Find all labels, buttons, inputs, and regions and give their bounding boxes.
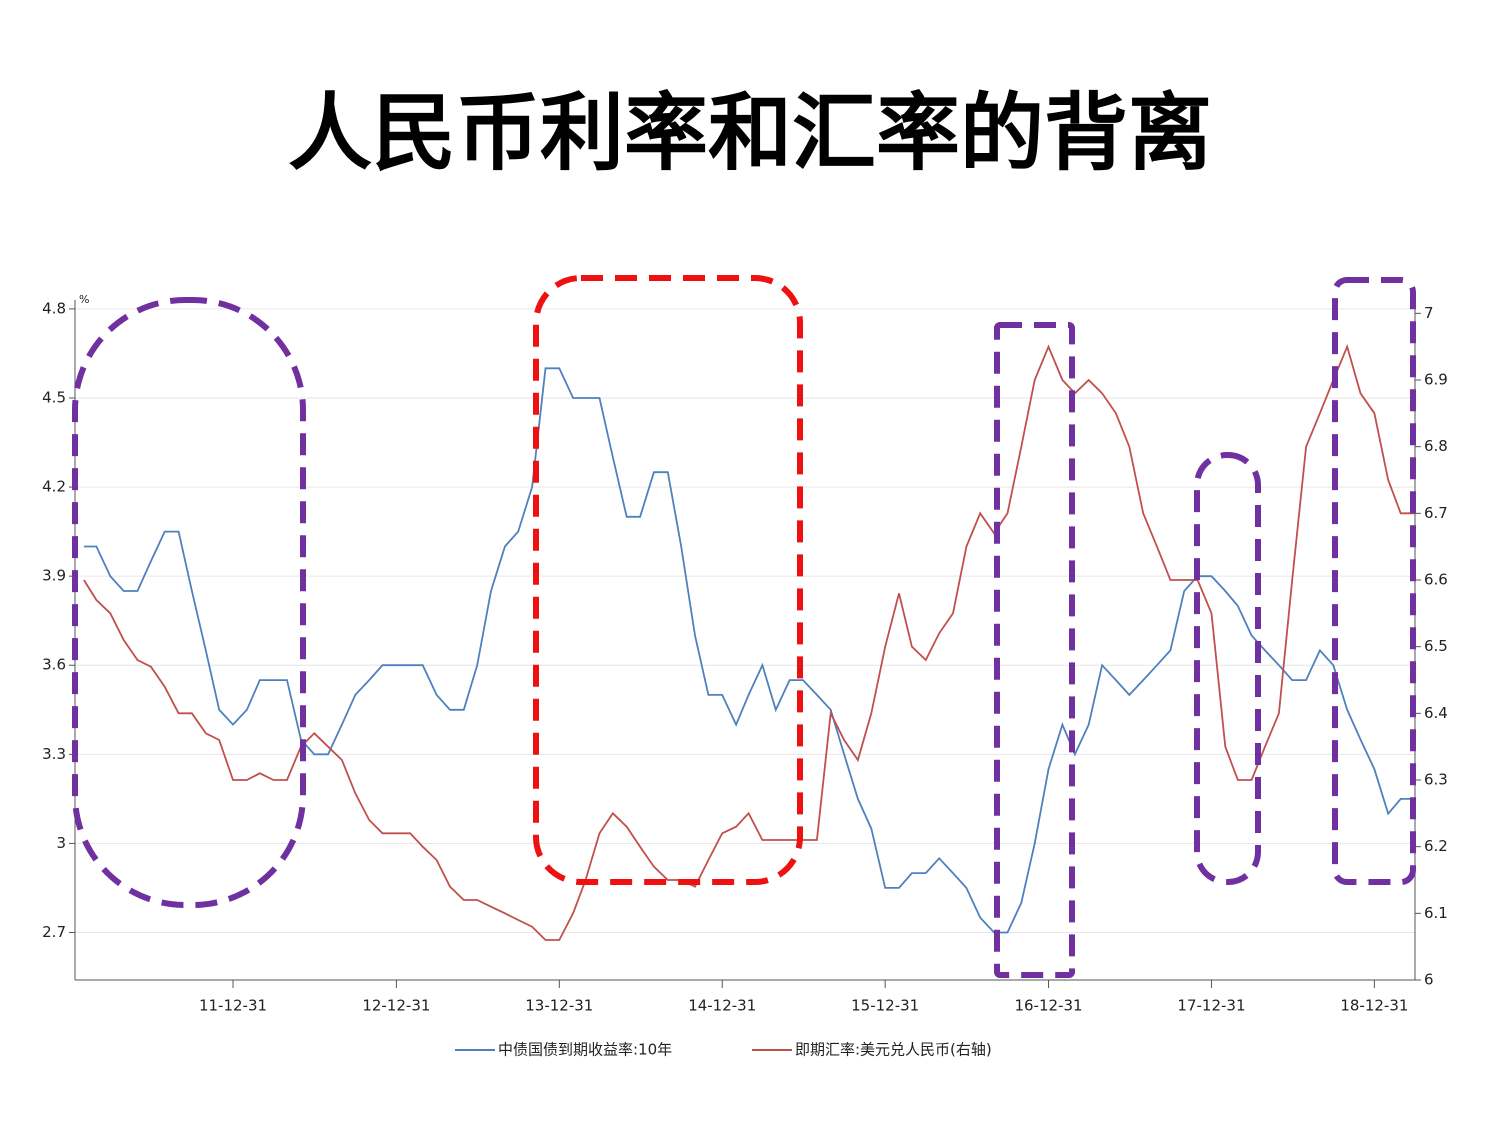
y-tick-label: 3 bbox=[56, 834, 66, 852]
x-tick-label: 13-12-31 bbox=[525, 997, 593, 1015]
highlight-box bbox=[994, 322, 1075, 978]
y2-tick-label: 6.2 bbox=[1424, 837, 1448, 855]
y2-tick-label: 6.1 bbox=[1424, 904, 1448, 922]
y2-tick-label: 6.3 bbox=[1424, 771, 1448, 789]
legend-label: 即期汇率:美元兑人民币(右轴) bbox=[795, 1041, 992, 1059]
x-tick-label: 18-12-31 bbox=[1340, 997, 1408, 1015]
y-tick-label: 4.2 bbox=[42, 478, 66, 496]
x-tick-label: 11-12-31 bbox=[199, 997, 267, 1015]
highlight-box bbox=[1332, 277, 1416, 885]
y-tick-label: 4.5 bbox=[42, 388, 66, 406]
plot: 2.7 3 3.3 3.6 3.9 4.2 4.5 4.8 6 6.1 6.2 6.3 6.4 6.5 6.… bbox=[42, 299, 1448, 1058]
y2-tick-label: 6.8 bbox=[1424, 437, 1448, 455]
highlight-box bbox=[1194, 452, 1261, 885]
y-unit: % bbox=[79, 293, 89, 306]
y-tick-label: 4.8 bbox=[42, 299, 66, 317]
y2-tick-label: 6 bbox=[1424, 971, 1434, 989]
chart-title: 人民币利率和汇率的背离 bbox=[288, 83, 1212, 182]
y-tick-label: 3.3 bbox=[42, 745, 66, 763]
legend-label: 中债国债到期收益率:10年 bbox=[498, 1041, 672, 1059]
x-tick-label: 15-12-31 bbox=[851, 997, 919, 1015]
y2-tick-label: 6.4 bbox=[1424, 704, 1448, 722]
y2-tick-label: 6.6 bbox=[1424, 571, 1448, 589]
x-tick-label: 17-12-31 bbox=[1177, 997, 1245, 1015]
y2-tick-label: 6.5 bbox=[1424, 637, 1448, 655]
y-tick-label: 3.9 bbox=[42, 567, 66, 585]
highlight-box bbox=[533, 275, 803, 885]
y2-tick-label: 6.9 bbox=[1424, 371, 1448, 389]
y2-tick-label: 6.7 bbox=[1424, 504, 1448, 522]
x-tick-label: 12-12-31 bbox=[362, 997, 430, 1015]
x-tick-label: 14-12-31 bbox=[688, 997, 756, 1015]
series-line bbox=[83, 343, 1415, 941]
y-tick-label: 3.6 bbox=[42, 656, 66, 674]
y-tick-label: 2.7 bbox=[42, 923, 66, 941]
y2-tick-label: 7 bbox=[1424, 304, 1434, 322]
annotations bbox=[72, 275, 1416, 978]
x-tick-label: 16-12-31 bbox=[1014, 997, 1082, 1015]
highlight-box bbox=[72, 297, 306, 908]
